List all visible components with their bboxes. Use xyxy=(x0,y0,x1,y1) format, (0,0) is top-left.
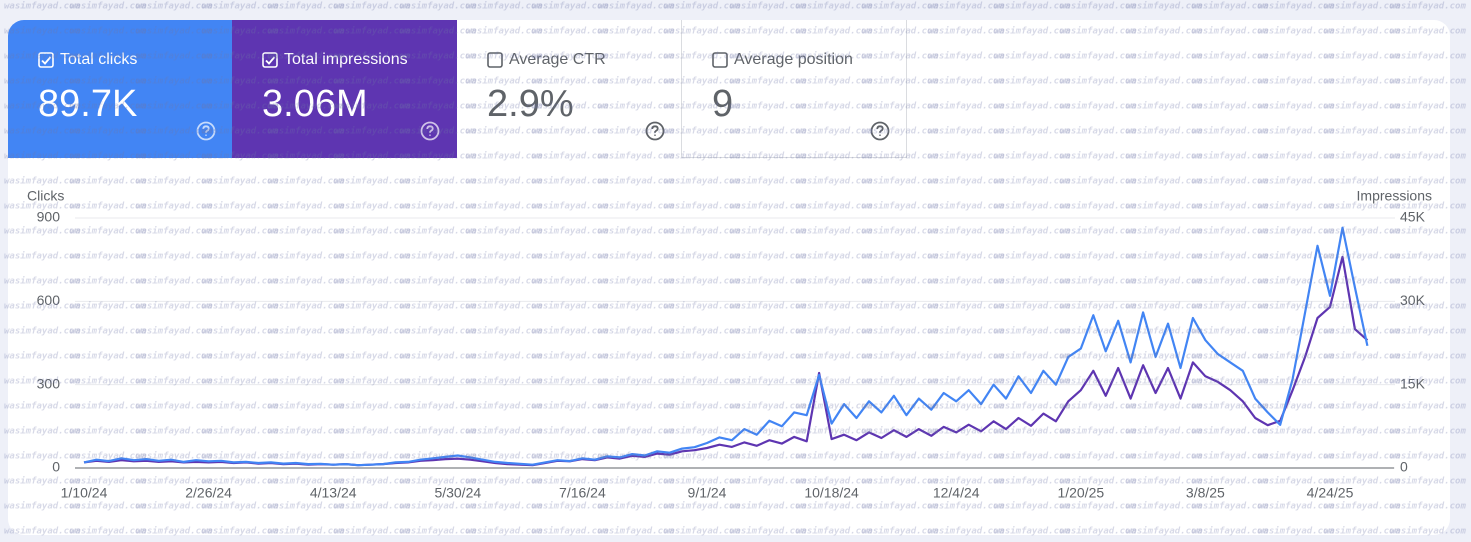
metric-card[interactable]: Average CTR 2.9% xyxy=(457,20,682,158)
metric-value: 89.7K xyxy=(38,83,138,125)
checkbox xyxy=(38,52,54,68)
y2-tick-label: 45K xyxy=(1400,209,1426,225)
help-circle xyxy=(420,121,440,141)
metric-label: Total impressions xyxy=(284,51,408,68)
y-tick-label: 0 xyxy=(52,459,60,475)
metric-card[interactable]: Average position 9 xyxy=(682,20,907,158)
metric-label: Average CTR xyxy=(509,51,606,68)
y-tick-label: 900 xyxy=(37,209,61,225)
metric-label: Total clicks xyxy=(60,51,138,68)
x-tick-label: 10/18/24 xyxy=(804,485,859,501)
x-tick-label: 5/30/24 xyxy=(434,485,481,501)
help-icon xyxy=(645,121,665,141)
y-tick-label: 300 xyxy=(37,375,61,391)
metric-card[interactable]: Total impressions 3.06M xyxy=(232,20,457,158)
checkbox-box xyxy=(712,52,728,68)
data-line xyxy=(83,255,1369,467)
checkbox-box xyxy=(38,52,54,68)
x-tick-label: 12/4/24 xyxy=(933,485,980,501)
y-axis-label: Clicks xyxy=(27,188,64,204)
metric-value: 2.9% xyxy=(487,83,574,125)
x-tick-label: 3/8/25 xyxy=(1186,485,1225,501)
metric-value: 3.06M xyxy=(262,83,368,125)
checkmark xyxy=(41,56,52,65)
metric-label: Average position xyxy=(734,51,853,68)
x-tick-label: 4/24/25 xyxy=(1307,485,1354,501)
data-line xyxy=(83,226,1369,467)
x-tick-label: 7/16/24 xyxy=(559,485,606,501)
checkbox-box xyxy=(262,52,278,68)
checkbox xyxy=(262,52,278,68)
checkbox xyxy=(487,52,503,68)
metric-value: 9 xyxy=(712,83,734,125)
help-circle xyxy=(196,121,216,141)
x-tick-label: 2/26/24 xyxy=(185,485,232,501)
y2-axis-label: Impressions xyxy=(1357,188,1432,204)
checkmark xyxy=(265,56,276,65)
metric-card[interactable]: Total clicks 89.7K xyxy=(8,20,233,158)
help-icon xyxy=(196,121,216,141)
y2-tick-label: 15K xyxy=(1400,375,1426,391)
help-circle xyxy=(645,121,665,141)
checkbox xyxy=(712,52,728,68)
x-tick-label: 1/20/25 xyxy=(1057,485,1104,501)
x-tick-label: 9/1/24 xyxy=(688,485,727,501)
x-tick-label: 1/10/24 xyxy=(61,485,108,501)
help-icon xyxy=(870,121,890,141)
help-mark xyxy=(876,125,884,136)
y2-tick-label: 30K xyxy=(1400,292,1426,308)
checkbox-box xyxy=(487,52,503,68)
y2-tick-label: 0 xyxy=(1400,459,1408,475)
help-mark xyxy=(651,125,659,136)
help-mark xyxy=(426,125,434,136)
help-circle xyxy=(870,121,890,141)
help-icon xyxy=(420,121,440,141)
x-tick-label: 4/13/24 xyxy=(310,485,357,501)
help-mark xyxy=(202,125,210,136)
y-tick-label: 600 xyxy=(37,292,61,308)
